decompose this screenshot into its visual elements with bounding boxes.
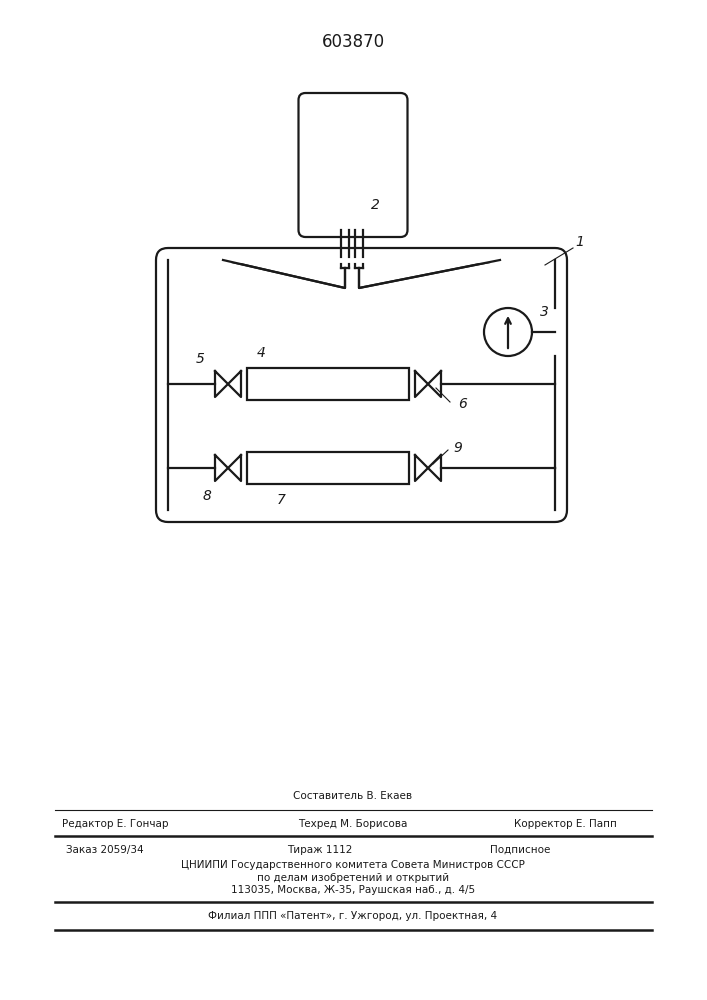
Text: Тираж 1112: Тираж 1112 [287,845,353,855]
Text: 603870: 603870 [322,33,385,51]
Text: Заказ 2059/34: Заказ 2059/34 [66,845,144,855]
Text: 7: 7 [277,493,286,507]
Text: 2: 2 [371,198,380,212]
Text: Редактор Е. Гончар: Редактор Е. Гончар [62,819,168,829]
Text: Корректор Е. Папп: Корректор Е. Папп [513,819,617,829]
Text: Филиал ППП «Патент», г. Ужгород, ул. Проектная, 4: Филиал ППП «Патент», г. Ужгород, ул. Про… [209,911,498,921]
Bar [247,452,409,484]
Text: 3: 3 [540,305,549,319]
Text: 6: 6 [458,397,467,411]
Text: 1: 1 [575,235,585,249]
Text: 4: 4 [257,346,266,360]
Text: Подписное: Подписное [490,845,550,855]
Text: Техред М. Борисова: Техред М. Борисова [298,819,408,829]
Text: по делам изобретений и открытий: по делам изобретений и открытий [257,873,449,883]
Text: 5: 5 [196,352,204,366]
Text: 9: 9 [453,441,462,455]
Text: ЦНИИПИ Государственного комитета Совета Министров СССР: ЦНИИПИ Государственного комитета Совета … [181,860,525,870]
Bar [247,368,409,400]
Text: Составитель В. Екаев: Составитель В. Екаев [293,791,413,801]
Text: 113035, Москва, Ж-35, Раушская наб., д. 4/5: 113035, Москва, Ж-35, Раушская наб., д. … [231,885,475,895]
Text: 8: 8 [203,489,211,503]
